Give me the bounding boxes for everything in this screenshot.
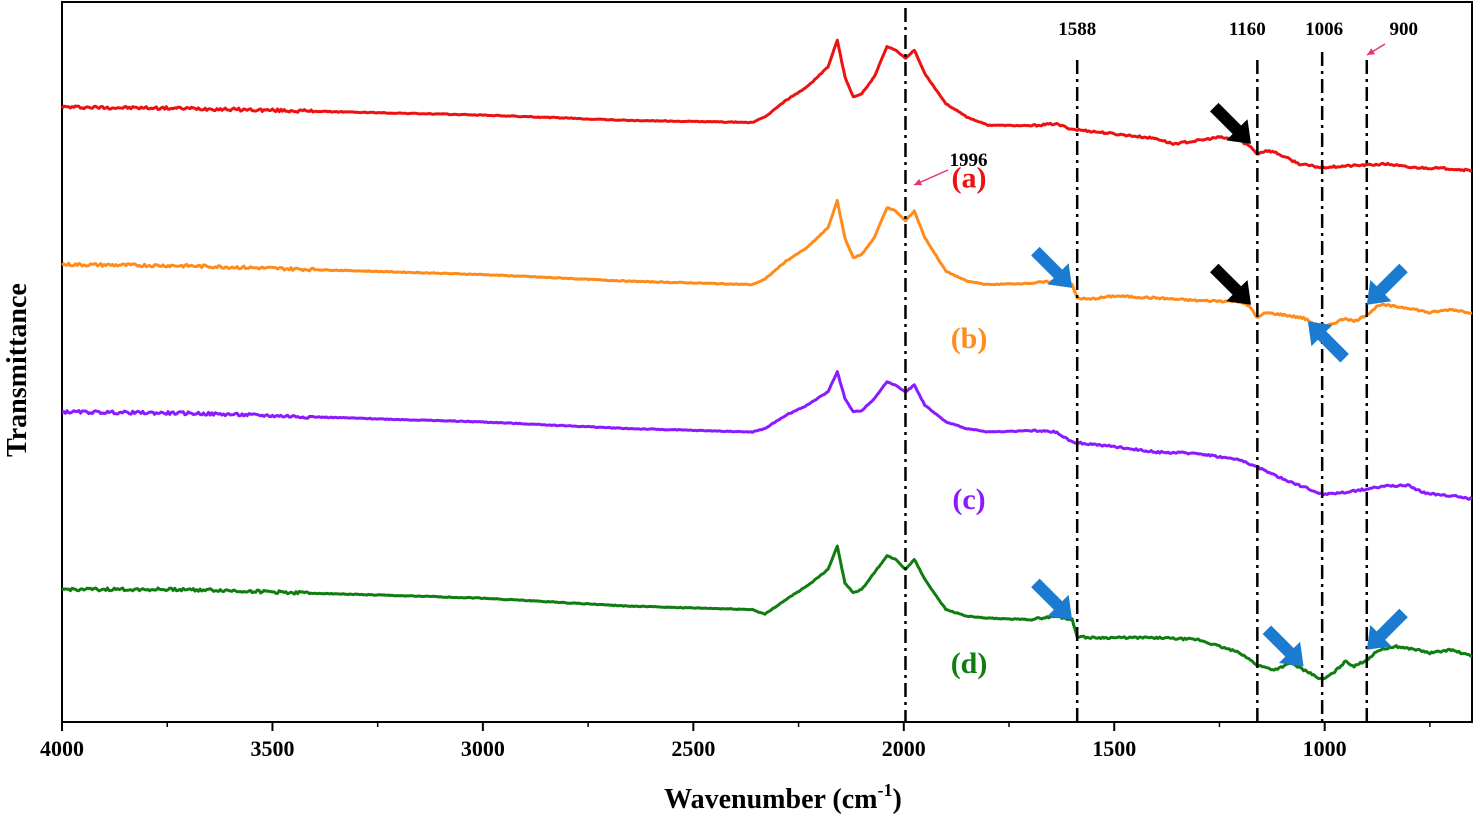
x-tick-label: 4000 — [40, 736, 84, 761]
x-axis-title-superscript: -1 — [878, 780, 893, 800]
series-line — [60, 38, 1473, 173]
blue-arrow — [1366, 608, 1408, 650]
reference-lines: 1996 1588 1160 1006 900 — [904, 8, 1419, 722]
series-line — [61, 198, 1473, 330]
black-arrow — [1210, 102, 1251, 144]
series-line — [61, 370, 1473, 501]
blue-arrow — [1366, 263, 1408, 305]
x-axis-title-main: Wavenumber (cm — [664, 784, 877, 815]
x-tick-label: 2000 — [882, 736, 926, 761]
reference-line-label: 1996 — [949, 150, 987, 171]
plot-area — [61, 1, 1473, 723]
series-label: (d) — [951, 647, 988, 680]
blue-arrow — [1307, 321, 1349, 363]
series-label: (b) — [951, 322, 988, 355]
pink-pointer-arrowhead — [1367, 48, 1375, 55]
series-layer: (a) (b) (c) (d) — [60, 38, 1473, 681]
axis-layer: 4000 3500 3000 2500 2000 1500 1000 — [40, 722, 1431, 761]
x-tick-label: 3500 — [250, 736, 294, 761]
reference-line-label: 1006 — [1305, 19, 1343, 40]
x-tick-label: 1500 — [1092, 736, 1136, 761]
x-axis-title-suffix: ) — [893, 784, 902, 815]
blue-arrow — [1031, 578, 1073, 620]
pink-pointer-arrowhead — [914, 178, 922, 186]
reference-line-label: 1160 — [1229, 19, 1266, 40]
x-axis-title: Wavenumber (cm-1) — [664, 780, 902, 815]
y-axis-title: Transmittance — [2, 283, 33, 457]
reference-line-label: 1588 — [1058, 19, 1096, 40]
x-tick-label: 3000 — [461, 736, 505, 761]
black-arrow — [1210, 263, 1251, 305]
annotation-layer — [913, 43, 1408, 667]
plot-frame — [61, 1, 1473, 723]
series-label: (c) — [952, 483, 985, 516]
blue-arrow — [1262, 625, 1304, 667]
x-tick-label: 1000 — [1303, 736, 1347, 761]
series-label: (a) — [952, 161, 987, 194]
x-tick-label: 2500 — [671, 736, 715, 761]
reference-line-label: 900 — [1390, 19, 1419, 40]
series-line — [61, 544, 1473, 681]
blue-arrow — [1031, 246, 1073, 288]
